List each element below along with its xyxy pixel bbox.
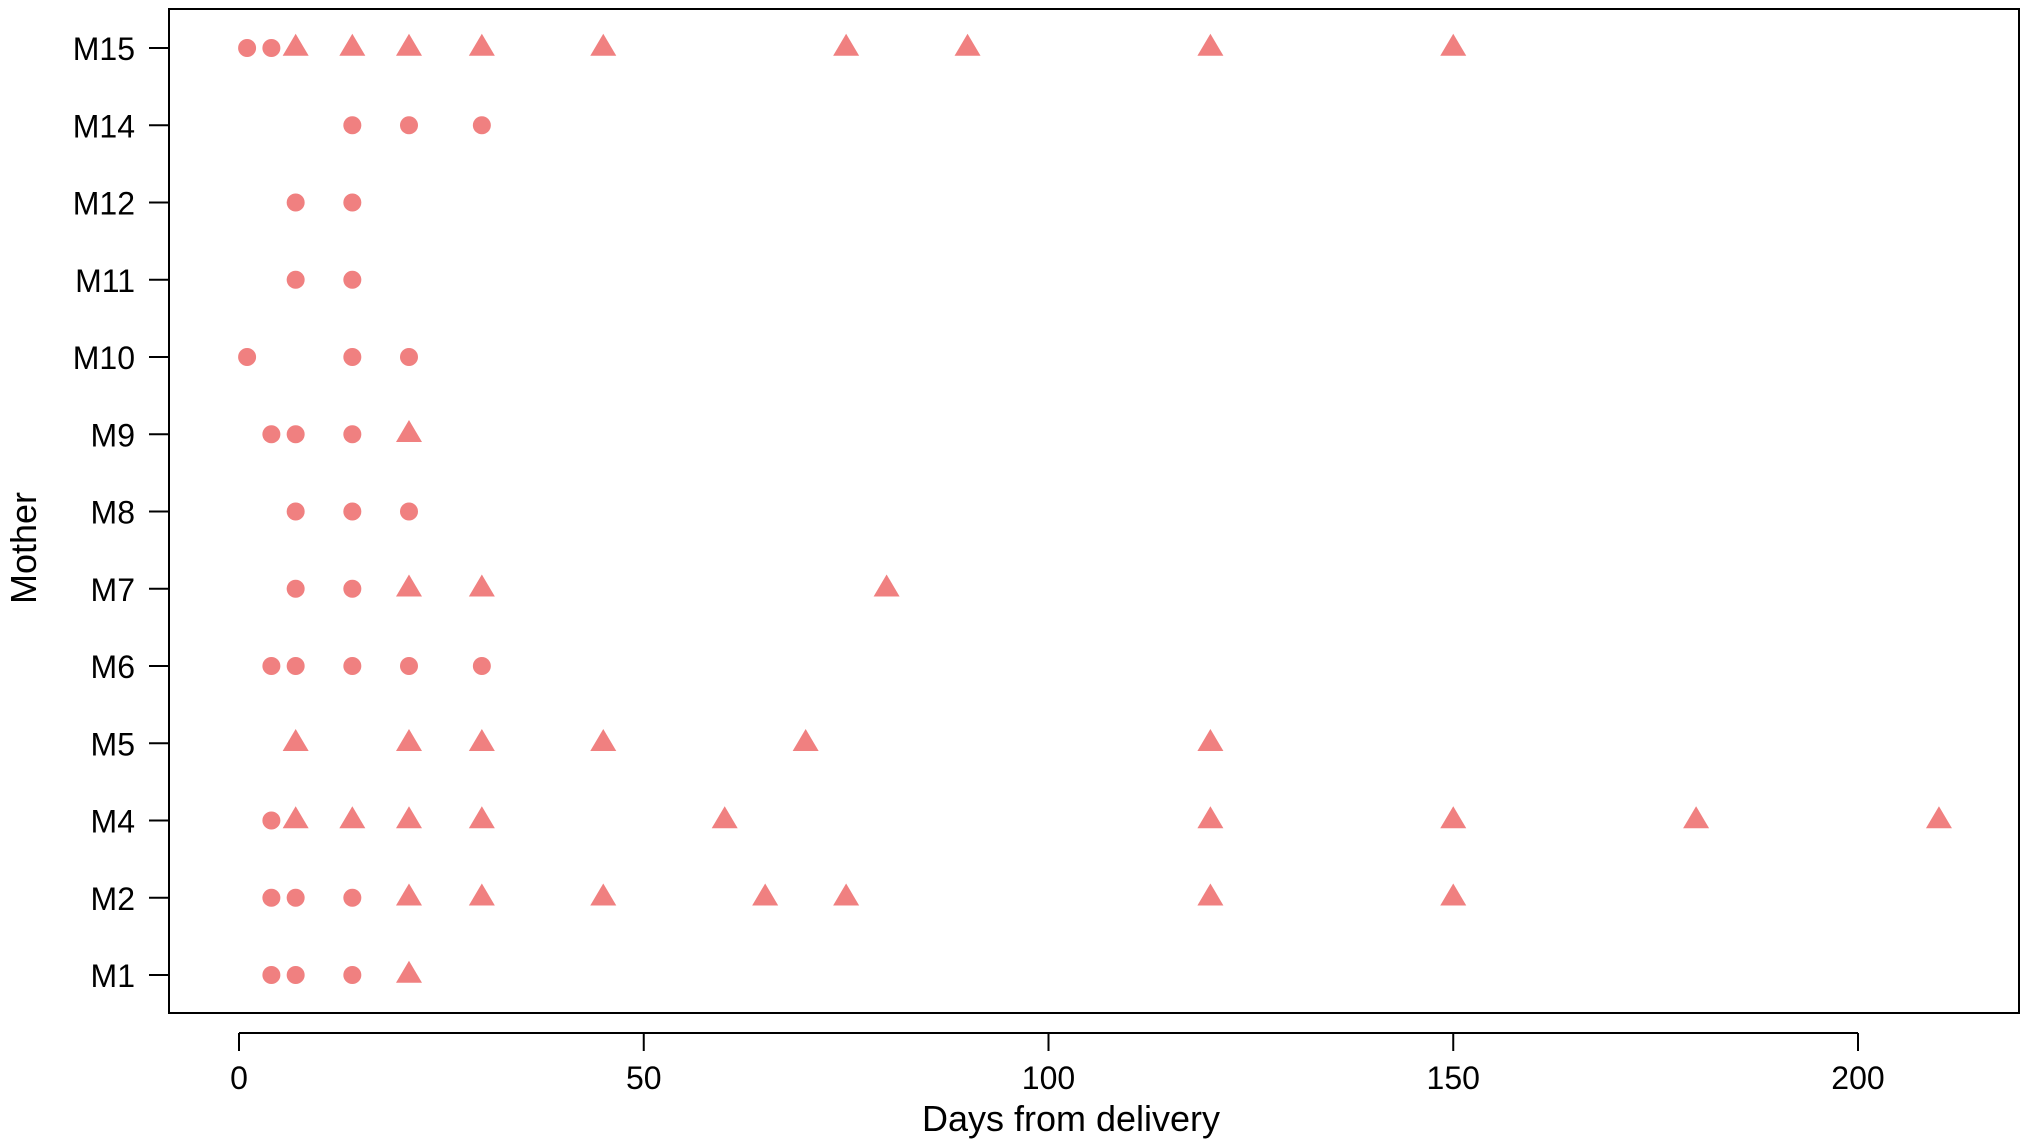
- data-point-triangle: [1197, 728, 1224, 751]
- data-point-circle: [238, 348, 257, 366]
- data-point-triangle: [1197, 806, 1224, 829]
- data-point-circle: [262, 811, 281, 830]
- y-tick-label: M4: [91, 804, 135, 840]
- data-point-circle: [343, 579, 362, 598]
- data-point-triangle: [711, 806, 738, 829]
- y-tick-label: M7: [91, 572, 135, 608]
- x-tick-label: 100: [1022, 1060, 1075, 1096]
- data-point-triangle: [282, 806, 309, 829]
- y-tick-label: M10: [73, 340, 135, 376]
- x-axis: 0 50 100 150 200: [230, 1032, 1885, 1096]
- data-point-circle: [286, 193, 305, 212]
- data-point-triangle: [468, 728, 495, 751]
- data-point-triangle: [395, 728, 422, 751]
- data-point-circle: [238, 39, 257, 57]
- y-tick-label: M5: [91, 726, 135, 762]
- data-point-circle: [343, 116, 362, 135]
- data-point-triangle: [468, 806, 495, 829]
- data-point-triangle: [792, 728, 819, 751]
- data-point-triangle: [395, 33, 422, 56]
- data-point-circle: [262, 657, 281, 675]
- data-point-triangle: [395, 574, 422, 597]
- data-point-circle: [343, 193, 362, 212]
- y-tick-label: M2: [91, 881, 135, 917]
- data-point-triangle: [282, 33, 309, 56]
- data-point-triangle: [954, 33, 981, 56]
- data-point-triangle: [468, 883, 495, 906]
- data-point-circle: [399, 657, 418, 675]
- data-point-triangle: [282, 728, 309, 751]
- data-point-triangle: [339, 33, 366, 56]
- data-point-triangle: [1440, 883, 1467, 906]
- data-point-triangle: [468, 33, 495, 56]
- data-point-circle: [262, 425, 281, 444]
- data-point-circle: [286, 502, 305, 521]
- data-point-circle: [399, 348, 418, 366]
- data-point-circle: [286, 657, 305, 675]
- data-point-triangle: [590, 883, 617, 906]
- data-point-circle: [286, 425, 305, 444]
- data-point-circle: [262, 966, 281, 984]
- data-point-triangle: [873, 574, 900, 597]
- data-point-triangle: [833, 883, 860, 906]
- data-point-circle: [472, 657, 491, 675]
- y-axis: M1 M2 M4 M5 M6 M7 M8 M9 M10 M11 M12 M14 M15: [73, 31, 169, 994]
- data-point-triangle: [1440, 806, 1467, 829]
- data-point-triangle: [1440, 33, 1467, 56]
- y-tick-label: M8: [91, 495, 135, 531]
- y-tick-label: M12: [73, 186, 135, 222]
- data-point-circle: [286, 966, 305, 984]
- data-point-circle: [343, 270, 362, 289]
- data-point-circle: [286, 579, 305, 598]
- data-point-triangle: [339, 806, 366, 829]
- data-point-triangle: [468, 574, 495, 597]
- data-point-circle: [399, 116, 418, 135]
- data-point-circle: [286, 270, 305, 289]
- x-tick-label: 0: [230, 1060, 248, 1096]
- data-point-circle: [286, 888, 305, 907]
- plot-frame: [168, 8, 2020, 1014]
- data-point-triangle: [590, 728, 617, 751]
- data-point-triangle: [1683, 806, 1710, 829]
- data-point-circle: [472, 116, 491, 135]
- data-point-triangle: [395, 419, 422, 442]
- y-tick-label: M6: [91, 649, 135, 685]
- data-point-triangle: [395, 883, 422, 906]
- data-point-circle: [262, 39, 281, 57]
- data-point-triangle: [752, 883, 779, 906]
- data-point-circle: [343, 502, 362, 521]
- data-point-triangle: [1197, 883, 1224, 906]
- data-point-circle: [343, 966, 362, 984]
- y-tick-label: M15: [73, 31, 135, 67]
- data-point-triangle: [590, 33, 617, 56]
- x-tick-label: 50: [626, 1060, 662, 1096]
- data-points: [238, 33, 1952, 984]
- data-point-circle: [343, 888, 362, 907]
- data-point-triangle: [395, 960, 422, 983]
- data-point-triangle: [1925, 806, 1952, 829]
- data-point-triangle: [833, 33, 860, 56]
- data-point-circle: [343, 348, 362, 366]
- data-point-circle: [399, 502, 418, 521]
- y-tick-label: M1: [91, 958, 135, 994]
- y-axis-label: Mother: [3, 492, 44, 604]
- x-axis-label: Days from delivery: [922, 1098, 1220, 1139]
- data-point-triangle: [395, 806, 422, 829]
- plot-border: [168, 8, 2020, 1014]
- x-tick-label: 200: [1831, 1060, 1884, 1096]
- y-tick-label: M14: [73, 108, 135, 144]
- data-point-triangle: [1197, 33, 1224, 56]
- y-tick-label: M9: [91, 417, 135, 453]
- data-point-circle: [343, 425, 362, 444]
- y-tick-label: M11: [75, 263, 135, 299]
- x-tick-label: 150: [1427, 1060, 1480, 1096]
- data-point-circle: [343, 657, 362, 675]
- data-point-circle: [262, 888, 281, 907]
